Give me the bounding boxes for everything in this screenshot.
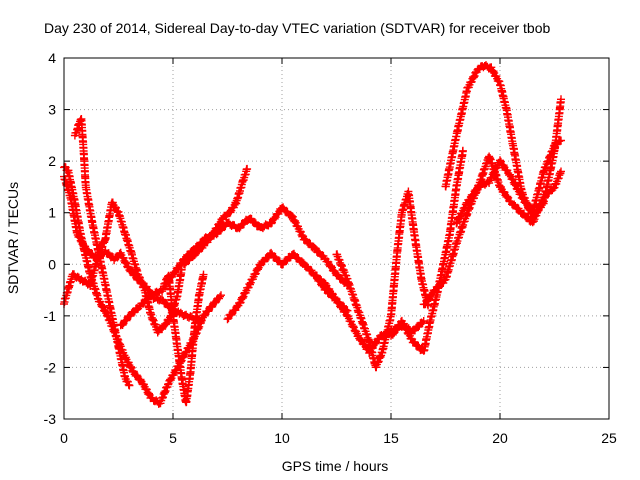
series-track-4: [70, 115, 134, 390]
x-tick: 15: [383, 58, 399, 446]
x-tick-label: 25: [601, 430, 617, 446]
plot-frame: [63, 57, 610, 420]
y-tick: 2: [48, 153, 609, 169]
y-tick-label: -2: [44, 359, 57, 375]
y-tick-label: 2: [48, 153, 56, 169]
chart-title: Day 230 of 2014, Sidereal Day-to-day VTE…: [44, 20, 551, 36]
x-tick: 20: [492, 58, 508, 446]
y-tick-label: -3: [44, 411, 57, 427]
y-tick-label: 1: [48, 205, 56, 221]
grid-lines: [64, 58, 609, 419]
x-tick-label: 0: [60, 430, 68, 446]
series-track-6: [160, 270, 208, 407]
x-tick-label: 5: [169, 430, 177, 446]
x-axis-label: GPS time / hours: [282, 458, 389, 474]
x-tick-label: 15: [383, 430, 399, 446]
y-tick: 0: [48, 256, 609, 272]
series-track-11: [387, 146, 467, 355]
series-track-7: [179, 164, 252, 269]
y-tick-label: -1: [44, 308, 57, 324]
y-tick: -1: [44, 308, 609, 324]
x-tick: 10: [274, 58, 290, 446]
series-track-8: [223, 248, 352, 324]
y-tick: -2: [44, 359, 609, 375]
y-axis-label: SDTVAR / TECUs: [5, 182, 21, 294]
x-tick: 5: [169, 58, 177, 446]
y-tick: 3: [48, 102, 609, 118]
y-tick: 1: [48, 205, 609, 221]
y-tick-label: 3: [48, 102, 56, 118]
series-track-10: [332, 187, 433, 372]
series-track-14: [452, 136, 565, 228]
x-tick-label: 20: [492, 430, 508, 446]
x-tick-label: 10: [274, 430, 290, 446]
y-tick-label: 4: [48, 50, 56, 66]
data-marks: [60, 61, 565, 408]
y-ticks: -3 -2 -1 0 1 2 3 4: [44, 50, 609, 427]
y-tick-label: 0: [48, 256, 56, 272]
